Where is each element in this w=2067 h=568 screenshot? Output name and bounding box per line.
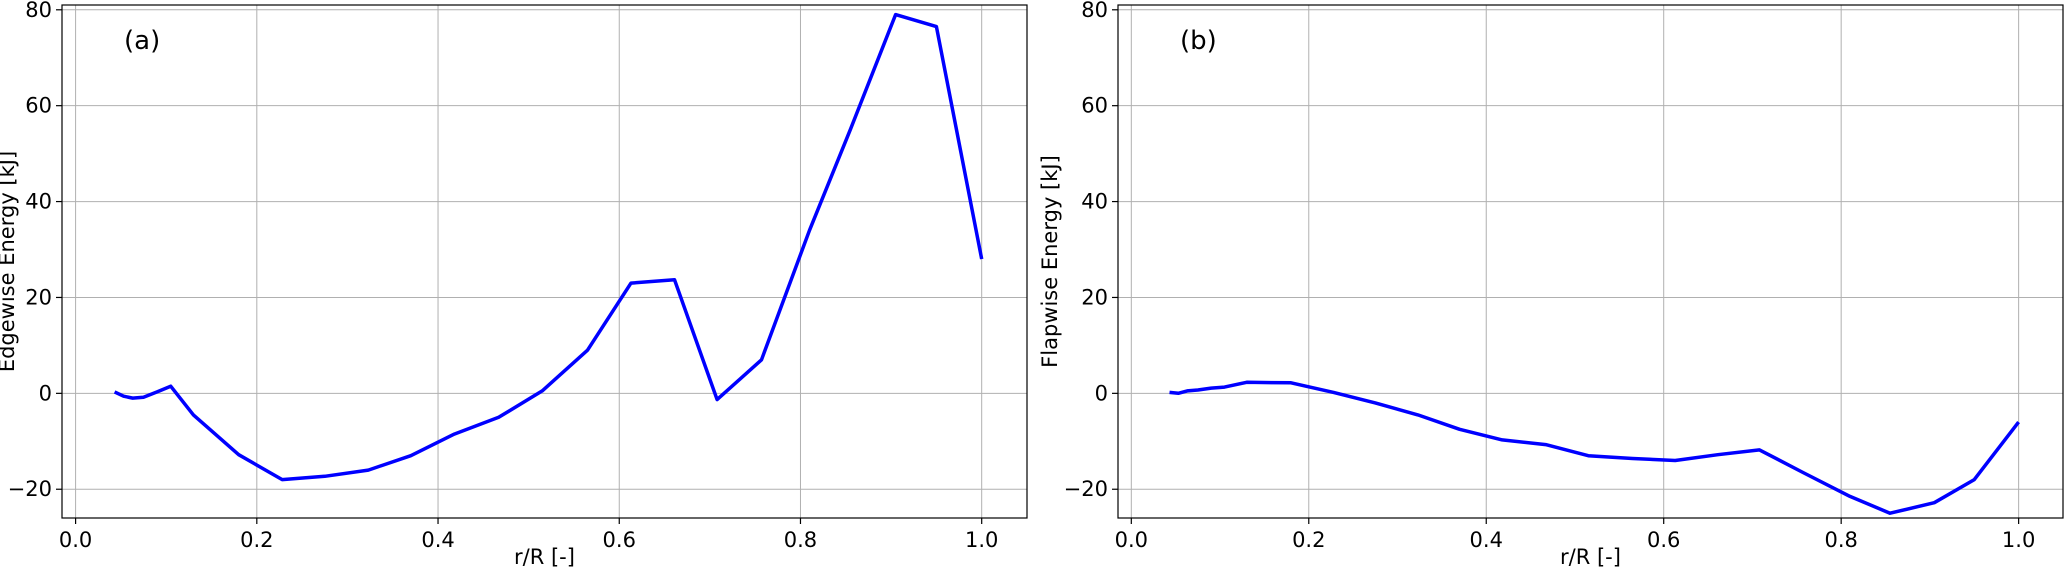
x-tick-label: 0.8: [784, 528, 817, 552]
plot-frame: [1117, 4, 2064, 519]
y-tick-label: 40: [1081, 190, 1108, 214]
x-axis-label: r/R [-]: [1560, 545, 1621, 568]
panel-flapwise-energy: 0.0 0.2 0.4 0.6 0.8 1.0 −20 0 20 40 60 80 r/R [-] Fla…: [1038, 0, 2064, 568]
x-tick-label: 0.2: [1292, 528, 1325, 552]
x-tick-label: 0.6: [1647, 528, 1680, 552]
y-axis-label: Edgewise Energy [kJ]: [0, 151, 19, 372]
x-tick-label: 0.8: [1824, 528, 1857, 552]
x-tick-label: 0.4: [421, 528, 454, 552]
y-tick-label: 80: [25, 0, 52, 22]
y-tick-label: 80: [1081, 0, 1108, 22]
x-tick-label: 0.4: [1470, 528, 1503, 552]
plot-frame: [61, 4, 1028, 519]
panel-annotation: (a): [124, 26, 160, 56]
x-tick-label: 0.0: [59, 528, 92, 552]
x-tick-label: 0.6: [603, 528, 636, 552]
y-axis-label: Flapwise Energy [kJ]: [1038, 155, 1062, 368]
y-tick-label: 40: [25, 190, 52, 214]
x-axis-label: r/R [-]: [514, 545, 575, 568]
y-tick-label: −20: [1064, 477, 1108, 501]
x-tick-label: 1.0: [2002, 528, 2035, 552]
x-tick-label: 0.0: [1115, 528, 1148, 552]
panel-annotation: (b): [1180, 26, 1217, 56]
edgewise-energy-line: [113, 12, 984, 482]
y-tick-label: 0: [39, 381, 52, 405]
y-tick-label: −20: [8, 477, 52, 501]
y-tick-label: 60: [25, 94, 52, 118]
y-tick-label: 20: [25, 285, 52, 309]
y-tick-label: 20: [1081, 285, 1108, 309]
y-tick-label: 0: [1095, 381, 1108, 405]
panel-edgewise-energy: 0.0 0.2 0.4 0.6 0.8 1.0 −20 0 20 40 60 80 r/R [-] Edg…: [0, 0, 1028, 568]
y-tick-label: 60: [1081, 94, 1108, 118]
x-tick-label: 1.0: [965, 528, 998, 552]
flapwise-energy-line: [1169, 380, 2020, 515]
x-tick-label: 0.2: [240, 528, 273, 552]
